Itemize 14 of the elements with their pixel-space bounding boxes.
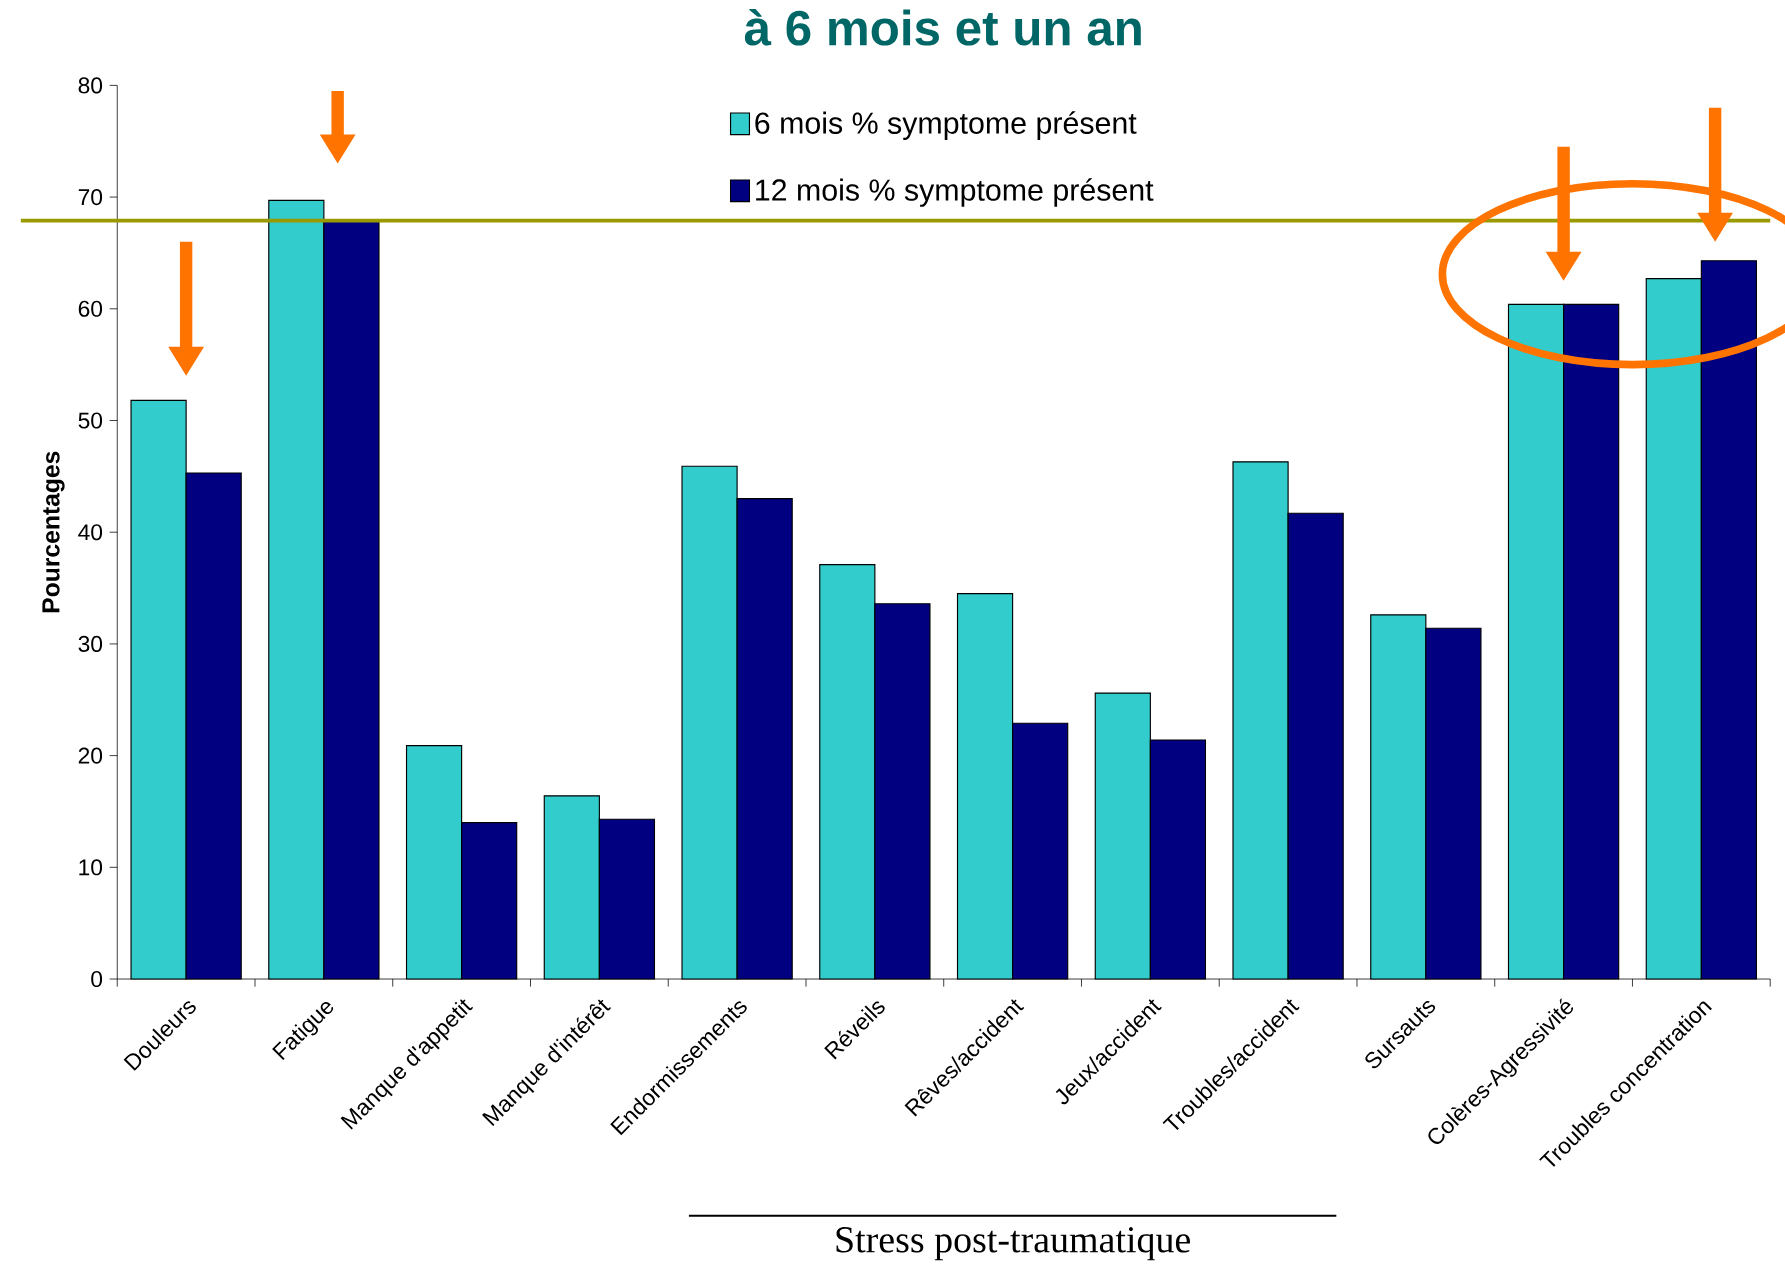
text: Stress post-traumatique	[836, 1227, 1190, 1261]
legend-label: 12 mois % symptome présent	[756, 178, 1154, 208]
legend-label: 6 mois % symptome présent	[755, 111, 1137, 141]
y-tick-label: 60	[78, 300, 103, 318]
chart-title: à 6 mois et un an	[744, 9, 1141, 46]
y-tick-label: 10	[79, 859, 103, 876]
y-axis-title: Pourcentages	[42, 451, 65, 613]
y-tick-label: 30	[78, 636, 103, 653]
y-tick-label: 70	[78, 189, 103, 206]
y-tick-label: 20	[78, 747, 103, 764]
y-tick-label: 50	[78, 412, 103, 429]
y-tick-label: 80	[78, 77, 103, 94]
y-tick-label: 0	[91, 971, 103, 988]
y-tick-label: 40	[78, 524, 103, 541]
